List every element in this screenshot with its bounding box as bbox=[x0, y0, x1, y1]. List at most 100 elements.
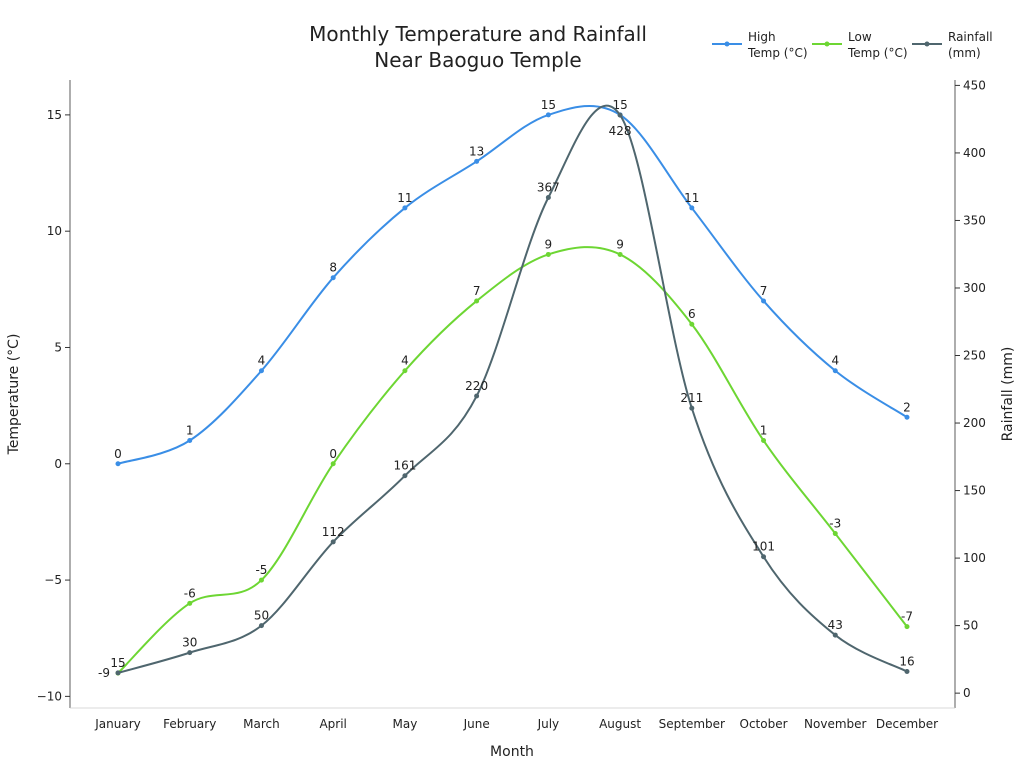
data-point bbox=[330, 461, 336, 467]
legend-marker bbox=[724, 41, 730, 47]
legend-label: (mm) bbox=[948, 46, 981, 60]
legend-label: Temp (°C) bbox=[847, 46, 908, 60]
legend-label: Temp (°C) bbox=[747, 46, 808, 60]
data-label: 1 bbox=[760, 424, 768, 438]
data-point bbox=[402, 473, 408, 479]
data-point bbox=[761, 554, 767, 560]
y2-tick-label: 300 bbox=[963, 281, 986, 295]
data-label: 428 bbox=[609, 124, 632, 138]
data-label: 7 bbox=[760, 284, 768, 298]
x-tick-label: December bbox=[876, 717, 938, 731]
data-label: 13 bbox=[469, 144, 484, 158]
x-tick-label: March bbox=[243, 717, 280, 731]
data-point bbox=[187, 600, 193, 606]
data-label: 15 bbox=[541, 98, 556, 112]
x-tick-label: January bbox=[94, 717, 141, 731]
data-label: 8 bbox=[329, 261, 337, 275]
y2-tick-label: 150 bbox=[963, 484, 986, 498]
data-point bbox=[832, 368, 838, 374]
data-point bbox=[258, 577, 264, 583]
y2-tick-label: 50 bbox=[963, 619, 978, 633]
data-point bbox=[474, 158, 480, 164]
data-label: 0 bbox=[114, 447, 122, 461]
data-point bbox=[761, 438, 767, 444]
series-1: -9 -6 -5 0 4 7 9 9 6 1 -3 -7 bbox=[98, 237, 913, 680]
y2-tick-label: 0 bbox=[963, 686, 971, 700]
data-point bbox=[258, 368, 264, 374]
chart-title: Monthly Temperature and Rainfall bbox=[309, 22, 647, 46]
data-label: 9 bbox=[545, 237, 553, 251]
data-label: 7 bbox=[473, 284, 481, 298]
data-point bbox=[617, 112, 623, 118]
chart-title: Near Baoguo Temple bbox=[374, 48, 581, 72]
data-point bbox=[187, 650, 193, 656]
legend-label: Low bbox=[848, 30, 872, 44]
y-tick-label: 5 bbox=[54, 340, 62, 354]
data-point bbox=[187, 438, 193, 444]
data-point bbox=[545, 251, 551, 257]
data-point bbox=[832, 632, 838, 638]
data-point bbox=[904, 414, 910, 420]
data-point bbox=[832, 531, 838, 537]
series-0: 0 1 4 8 11 13 15 15 11 7 4 2 bbox=[114, 98, 911, 467]
x-tick-label: July bbox=[537, 717, 560, 731]
data-label: 367 bbox=[537, 180, 560, 194]
data-label: 15 bbox=[110, 656, 125, 670]
data-label: 220 bbox=[465, 379, 488, 393]
data-label: 30 bbox=[182, 636, 197, 650]
legend-label: High bbox=[748, 30, 776, 44]
data-label: 161 bbox=[393, 459, 416, 473]
y-tick-label: −10 bbox=[37, 689, 62, 703]
data-point bbox=[689, 405, 695, 411]
data-label: -7 bbox=[901, 610, 913, 624]
data-label: -5 bbox=[255, 563, 267, 577]
y2-tick-label: 100 bbox=[963, 551, 986, 565]
data-label: 16 bbox=[899, 655, 914, 669]
data-label: 0 bbox=[329, 447, 337, 461]
y-axis-label: Temperature (°C) bbox=[6, 334, 22, 456]
data-point bbox=[258, 623, 264, 629]
data-point bbox=[904, 624, 910, 630]
x-tick-label: June bbox=[463, 717, 490, 731]
data-label: 112 bbox=[322, 525, 345, 539]
data-label: 101 bbox=[752, 540, 775, 554]
data-label: 6 bbox=[688, 307, 696, 321]
data-label: 4 bbox=[831, 354, 839, 368]
data-label: 4 bbox=[401, 354, 409, 368]
data-point bbox=[689, 321, 695, 327]
data-label: -3 bbox=[829, 517, 841, 531]
data-label: 43 bbox=[828, 618, 843, 632]
data-point bbox=[904, 669, 910, 675]
data-point bbox=[545, 194, 551, 200]
y2-tick-label: 250 bbox=[963, 349, 986, 363]
data-label: -9 bbox=[98, 666, 110, 680]
x-tick-label: February bbox=[163, 717, 216, 731]
y2-tick-label: 200 bbox=[963, 416, 986, 430]
y-tick-label: −5 bbox=[44, 573, 62, 587]
data-point bbox=[115, 461, 121, 467]
y-tick-label: 10 bbox=[47, 224, 62, 238]
legend-marker bbox=[824, 41, 830, 47]
y2-axis-label: Rainfall (mm) bbox=[1000, 347, 1016, 442]
data-label: 9 bbox=[616, 237, 624, 251]
data-point bbox=[330, 539, 336, 545]
x-tick-label: November bbox=[804, 717, 866, 731]
data-label: -6 bbox=[184, 586, 196, 600]
data-label: 11 bbox=[684, 191, 699, 205]
x-tick-label: October bbox=[740, 717, 788, 731]
x-tick-label: April bbox=[319, 717, 346, 731]
y2-tick-label: 350 bbox=[963, 213, 986, 227]
series-line bbox=[117, 104, 908, 465]
legend-label: Rainfall bbox=[948, 30, 993, 44]
data-label: 15 bbox=[612, 98, 627, 112]
data-label: 11 bbox=[397, 191, 412, 205]
data-point bbox=[545, 112, 551, 118]
series-line bbox=[117, 104, 908, 674]
data-label: 50 bbox=[254, 609, 269, 623]
data-point bbox=[115, 670, 121, 676]
data-label: 2 bbox=[903, 400, 911, 414]
data-point bbox=[689, 205, 695, 211]
data-label: 4 bbox=[258, 354, 266, 368]
legend-marker bbox=[924, 41, 930, 47]
